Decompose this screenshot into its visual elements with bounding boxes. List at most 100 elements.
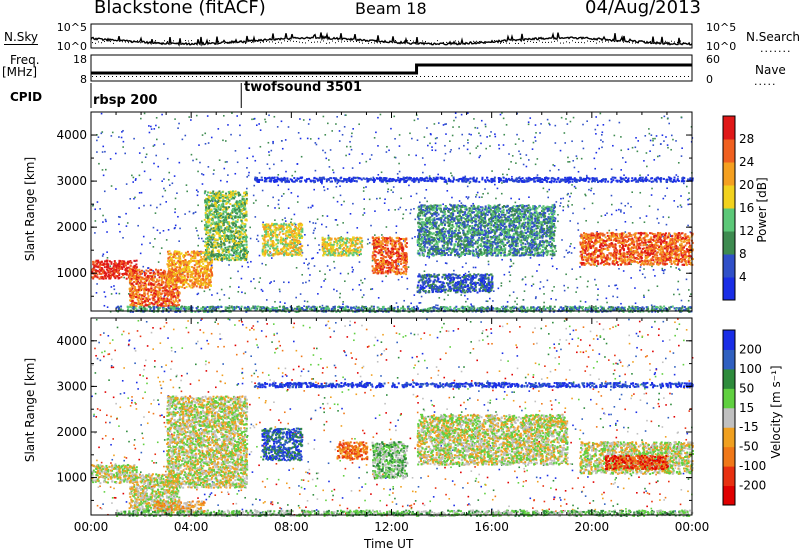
heatmap-cell bbox=[152, 145, 155, 147]
heatmap-cell bbox=[258, 281, 261, 283]
heatmap-cell bbox=[217, 244, 220, 247]
heatmap-cell bbox=[241, 244, 244, 247]
heatmap-cell bbox=[102, 269, 105, 272]
heatmap-cell bbox=[342, 301, 344, 303]
heatmap-cell bbox=[645, 152, 648, 154]
heatmap-cell bbox=[516, 303, 518, 306]
heatmap-cell bbox=[171, 261, 174, 264]
heatmap-cell bbox=[162, 281, 165, 284]
heatmap-cell bbox=[208, 239, 211, 242]
noise-search-dot bbox=[353, 41, 354, 43]
heatmap-cell bbox=[459, 285, 461, 288]
heatmap-cell bbox=[133, 280, 136, 283]
nave-dot bbox=[484, 76, 485, 77]
heatmap-cell bbox=[514, 300, 516, 303]
heatmap-cell bbox=[569, 120, 572, 123]
heatmap-cell bbox=[197, 254, 200, 257]
heatmap-cell bbox=[215, 221, 218, 224]
heatmap-cell bbox=[215, 191, 218, 194]
heatmap-cell bbox=[157, 165, 160, 168]
noise-search-dot bbox=[389, 41, 390, 43]
heatmap-cell bbox=[206, 274, 209, 277]
heatmap-cell bbox=[93, 264, 96, 267]
heatmap-cell bbox=[217, 259, 220, 262]
heatmap-cell bbox=[162, 300, 165, 303]
heatmap-cell bbox=[171, 268, 174, 271]
noise-search-dot bbox=[242, 41, 243, 43]
heatmap-cell bbox=[217, 208, 220, 211]
heatmap-cell bbox=[418, 302, 421, 304]
heatmap-cell bbox=[281, 140, 283, 142]
heatmap-cell bbox=[590, 187, 593, 190]
heatmap-cell bbox=[147, 295, 150, 298]
heatmap-cell bbox=[458, 126, 460, 128]
heatmap-cell bbox=[234, 250, 237, 253]
nsearch-legend: ....... bbox=[760, 42, 791, 55]
heatmap-cell bbox=[167, 272, 170, 275]
heatmap-cell bbox=[180, 275, 183, 278]
heatmap-cell bbox=[210, 256, 213, 259]
heatmap-cell bbox=[178, 240, 180, 242]
nave-dot bbox=[160, 76, 161, 77]
heatmap-cell bbox=[208, 274, 211, 277]
heatmap-cell bbox=[179, 253, 182, 256]
heatmap-cell bbox=[437, 173, 439, 176]
heatmap-cell bbox=[281, 218, 284, 221]
heatmap-cell bbox=[300, 230, 303, 233]
heatmap-cell bbox=[276, 236, 279, 239]
heatmap-cell bbox=[245, 199, 248, 202]
heatmap-cell bbox=[192, 159, 194, 162]
heatmap-cell bbox=[215, 193, 218, 196]
heatmap-cell bbox=[678, 293, 681, 296]
heatmap-cell bbox=[166, 157, 169, 160]
heatmap-cell bbox=[147, 290, 150, 293]
heatmap-cell bbox=[291, 254, 294, 257]
heatmap-cell bbox=[336, 244, 339, 247]
heatmap-cell bbox=[323, 280, 325, 282]
heatmap-cell bbox=[600, 134, 603, 136]
heatmap-cell bbox=[171, 292, 174, 295]
heatmap-cell bbox=[216, 194, 219, 197]
heatmap-cell bbox=[175, 284, 178, 287]
heatmap-cell bbox=[173, 269, 176, 272]
heatmap-cell bbox=[211, 273, 214, 276]
heatmap-cell bbox=[239, 234, 242, 237]
heatmap-cell bbox=[228, 216, 231, 219]
heatmap-cell bbox=[203, 260, 206, 263]
heatmap-cell bbox=[167, 178, 170, 181]
heatmap-cell bbox=[316, 218, 319, 221]
heatmap-cell bbox=[530, 285, 533, 287]
heatmap-cell bbox=[228, 192, 231, 195]
heatmap-cell bbox=[373, 137, 376, 139]
heatmap-cell bbox=[216, 249, 219, 252]
nave-dot bbox=[128, 76, 129, 77]
beam-title: Beam 18 bbox=[355, 0, 427, 18]
noise-search-dot bbox=[515, 42, 516, 44]
heatmap-cell bbox=[339, 244, 342, 247]
heatmap-cell bbox=[159, 203, 162, 206]
heatmap-cell bbox=[263, 250, 266, 253]
heatmap-cell bbox=[275, 238, 278, 241]
heatmap-cell bbox=[614, 284, 616, 287]
heatmap-cell bbox=[287, 188, 290, 191]
nave-dot bbox=[540, 76, 541, 77]
heatmap-cell bbox=[166, 284, 169, 287]
heatmap-cell bbox=[654, 137, 656, 140]
heatmap-cell bbox=[571, 184, 573, 186]
heatmap-cell bbox=[595, 116, 597, 118]
heatmap-cell bbox=[135, 266, 138, 269]
heatmap-cell bbox=[348, 153, 351, 156]
heatmap-cell bbox=[458, 200, 461, 202]
heatmap-cell bbox=[318, 244, 320, 246]
heatmap-cell bbox=[239, 124, 241, 127]
nave-dot bbox=[136, 76, 137, 77]
heatmap-cell bbox=[569, 220, 572, 222]
noise-search-dot bbox=[383, 41, 384, 43]
heatmap-cell bbox=[286, 242, 289, 245]
heatmap-cell bbox=[132, 297, 135, 300]
heatmap-cell bbox=[294, 225, 297, 228]
heatmap-cell bbox=[162, 276, 165, 279]
heatmap-cell bbox=[147, 288, 150, 291]
nave-dot bbox=[292, 76, 293, 77]
heatmap-cell bbox=[171, 260, 174, 263]
